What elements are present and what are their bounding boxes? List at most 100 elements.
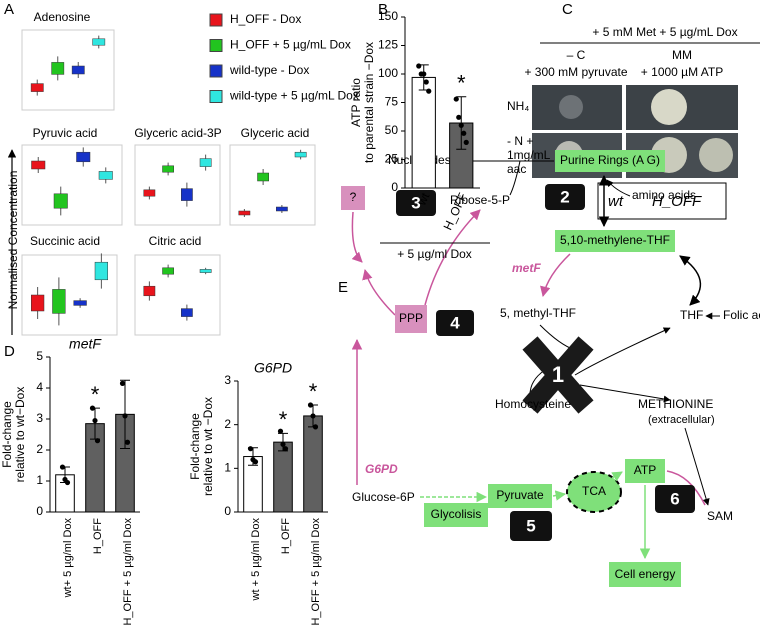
node-box [555,150,665,172]
node-box [341,186,365,210]
node-circle [566,471,622,513]
plot-title: Adenosine [34,10,91,24]
y-tick-label: 0 [36,504,43,518]
step-label: 5 [526,516,535,535]
data-point [453,96,459,102]
node-label: Homocysteine [495,397,571,411]
block-mark [522,336,594,414]
box [76,151,91,163]
strain-label: H_OFF [652,193,702,210]
y-axis-label: relative to wt −Dox [201,397,215,496]
step-badge [396,190,436,216]
data-point [416,63,422,69]
data-point [307,402,314,408]
box [181,188,193,201]
panel-label: E [338,279,348,296]
plot-title: Pyruvic acid [33,126,98,140]
arrow [679,255,702,306]
box [52,289,66,314]
box [92,38,106,46]
box [181,308,193,317]
node-label: SAM [707,509,733,523]
node-label: METHIONINE [638,397,713,411]
node-box [395,305,427,333]
step-label: 2 [560,187,569,206]
chart-title: metF [69,336,102,352]
box [162,267,174,275]
y-tick-label: 0 [391,180,398,194]
y-tick-label: 4 [36,380,43,394]
legend-label: wild-type - Dox [229,63,309,77]
bar [303,415,323,513]
y-axis-label: ATP ratio [349,78,363,127]
box [73,300,87,306]
row-label: NH₄ [507,99,529,113]
x-tick-label: wt [414,190,432,208]
data-point [282,446,289,452]
box [143,189,156,197]
y-tick-label: 3 [36,411,43,425]
y-axis-label: Fold-change [188,413,202,480]
data-point [59,464,66,470]
node-label: Ribose-5-P [450,193,510,207]
data-point [277,428,284,434]
arrow [574,327,671,376]
arrow [509,160,521,196]
colony [651,89,687,125]
colony [559,95,583,119]
step-label: 1 [552,362,564,387]
data-point [92,417,98,424]
legend-swatch [209,13,223,27]
y-tick-label: 50 [385,123,399,137]
panel-label: C [562,1,573,18]
y-tick-label: 5 [36,349,43,363]
box [199,158,212,167]
enzyme-label: metF [512,261,541,275]
box [162,165,174,173]
legend-label: wild-type + 5 µg/mL Dox [229,89,359,103]
node-box [555,230,675,252]
row-label: aac [507,162,526,176]
legend-label: H_OFF - Dox [230,12,301,26]
x-tick-label: H_OFF [280,518,292,554]
box [143,285,156,297]
node-label: (extracellular) [648,414,715,426]
node-label: 5, methyl-THF [500,306,576,320]
box [71,65,85,75]
y-tick-label: 2 [224,417,231,431]
node-label: TCA [582,484,606,498]
node-label: PPP [399,311,423,325]
x-tick-label: H_OFF + 5 µg/ml Dox [122,518,134,625]
y-axis-label: Fold-change [0,401,14,468]
data-point [421,71,427,77]
significance: * [91,382,100,407]
node-box [488,484,552,508]
x-tick-label: H_OFF + 5 µg/ml Dox [310,518,322,625]
panel-label: D [4,343,15,360]
legend-label: H_OFF + 5 µg/mL Dox [230,38,351,52]
arrow [684,427,710,506]
step-label: 3 [411,193,420,212]
plot-title: Succinic acid [30,234,100,248]
column-label: + 1000 µM ATP [641,65,723,79]
box [98,171,113,180]
x-tick-label: wt+ 5 µg/ml Dox [62,518,74,599]
data-point [461,130,467,136]
node-label: Cell energy [615,567,676,581]
node-box [625,459,665,483]
x-tick-label: wt + 5 µg/ml Dox [250,518,262,602]
colony [699,138,733,172]
y-tick-label: 0 [224,504,231,518]
y-tick-label: 150 [378,9,398,23]
data-point [458,122,464,128]
step-badge [510,511,552,541]
step-badge [545,184,585,210]
box [94,261,108,281]
plot-title: Citric acid [149,234,202,248]
data-point [280,441,286,447]
node-label: Folic acid [723,308,760,322]
arrow [351,211,363,263]
y-tick-label: 100 [378,66,398,80]
panel-label: B [378,1,388,18]
